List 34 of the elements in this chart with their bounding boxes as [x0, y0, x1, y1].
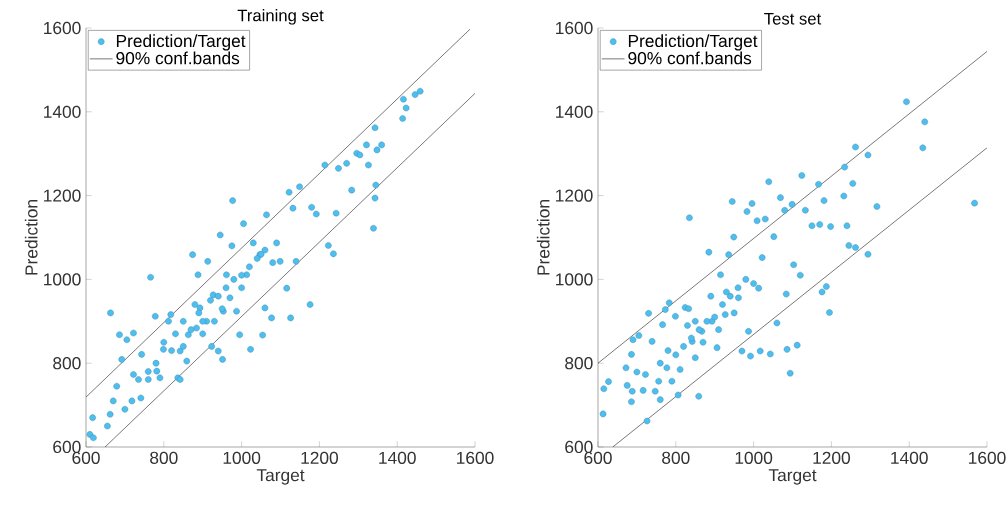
y-tick-label: 1200: [44, 189, 81, 202]
x-axis-title: Target: [768, 469, 817, 485]
x-tick-label: 1000: [735, 451, 773, 464]
x-tick-label: 1400: [379, 451, 416, 464]
x-tick-label: 800: [150, 451, 178, 464]
y-tick-label: 1400: [44, 105, 81, 118]
chart-title: Training set: [237, 9, 324, 25]
x-tick-label: 1600: [457, 451, 494, 464]
y-tick-label: 800: [53, 357, 81, 370]
legend-label: Prediction/Target: [628, 34, 758, 51]
y-tick-label: 800: [565, 357, 593, 370]
x-tick-label: 600: [584, 451, 612, 464]
y-axis-title: Prediction: [24, 200, 38, 275]
legend-label: 90% conf.bands: [628, 51, 752, 65]
y-tick-label: 1600: [44, 21, 81, 35]
y-tick-label: 1000: [44, 273, 81, 286]
x-tick-label: 1200: [813, 451, 850, 464]
x-tick-label: 1200: [301, 451, 339, 464]
x-tick-label: 1400: [891, 451, 928, 464]
y-tick-label: 1000: [556, 273, 593, 286]
y-tick-label: 600: [53, 440, 81, 454]
y-tick-label: 1200: [556, 189, 593, 202]
chart-title: Test set: [764, 13, 822, 25]
legend-label: Prediction/Target: [116, 34, 246, 51]
x-tick-label: 600: [72, 451, 100, 464]
x-tick-label: 1000: [223, 451, 261, 464]
y-tick-label: 1400: [556, 105, 593, 118]
y-tick-label: 1600: [556, 21, 593, 35]
y-tick-label: 600: [565, 440, 593, 454]
x-tick-label: 800: [662, 451, 690, 464]
x-tick-label: 1600: [969, 451, 1006, 464]
y-axis-title: Prediction: [536, 200, 550, 275]
x-axis-title: Target: [256, 469, 305, 485]
legend-label: 90% conf.bands: [116, 51, 240, 65]
